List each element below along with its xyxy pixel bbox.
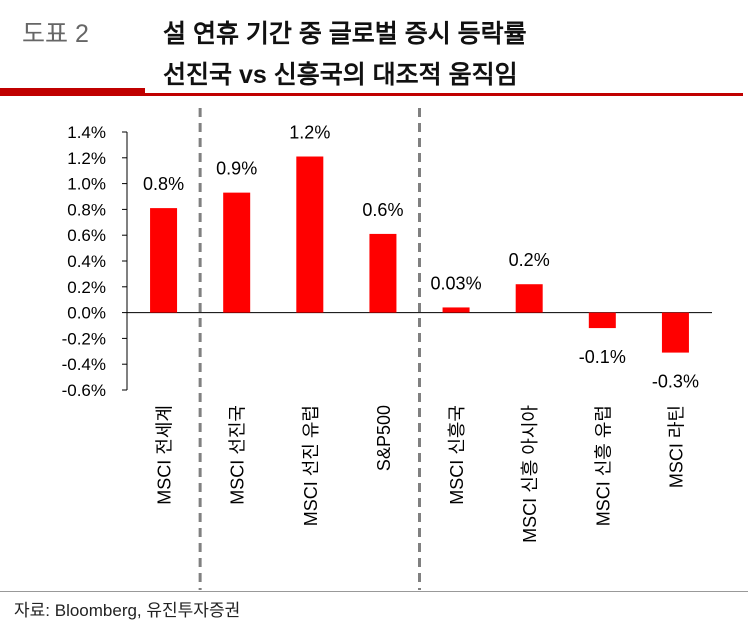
y-tick-label: 1.4% [67, 123, 106, 142]
bar [515, 284, 543, 313]
data-label: -0.3% [652, 372, 699, 392]
y-tick-label: 0.6% [67, 226, 106, 245]
header-divider [145, 93, 743, 96]
y-tick-label: -0.4% [62, 355, 106, 374]
y-tick-label: 0.0% [67, 304, 106, 323]
bar [296, 156, 324, 313]
data-label: 0.9% [216, 159, 257, 179]
footer-divider [0, 591, 748, 592]
chart-title: 설 연휴 기간 중 글로벌 증시 등락률 [163, 20, 527, 48]
bar [223, 192, 251, 313]
x-tick-label: MSCI 신흥 아시아 [520, 405, 540, 543]
y-tick-label: 0.4% [67, 252, 106, 271]
x-tick-label: MSCI 신흥 유럽 [593, 405, 613, 526]
x-tick-label: MSCI 선진국 [228, 405, 248, 505]
bar [442, 307, 470, 313]
y-tick-label: 1.0% [67, 175, 106, 194]
y-tick-label: 0.8% [67, 200, 106, 219]
data-label: 1.2% [289, 123, 330, 143]
y-tick-label: 1.2% [67, 149, 106, 168]
y-tick-label: -0.2% [62, 329, 106, 348]
chart-subtitle: 선진국 vs 신흥국의 대조적 움직임 [163, 61, 518, 89]
x-tick-label: MSCI 라틴 [666, 405, 686, 488]
header-accent-bar [0, 88, 145, 96]
bar [150, 208, 178, 313]
data-label: 0.03% [431, 273, 482, 293]
bar [588, 312, 616, 329]
data-label: -0.1% [579, 347, 626, 367]
bar [369, 233, 397, 313]
bar [661, 312, 689, 353]
x-tick-label: MSCI 전세계 [155, 405, 175, 505]
source-note: 자료: Bloomberg, 유진투자증권 [14, 601, 241, 620]
y-tick-label: 0.2% [67, 278, 106, 297]
data-label: 0.6% [362, 200, 403, 220]
data-label: 0.2% [509, 250, 550, 270]
x-tick-label: MSCI 선진 유럽 [301, 405, 321, 526]
x-tick-label: MSCI 신흥국 [447, 405, 467, 505]
data-label: 0.8% [143, 174, 184, 194]
figure-label: 도표 2 [22, 20, 89, 48]
y-tick-label: -0.6% [62, 381, 106, 400]
x-tick-label: S&P500 [374, 405, 394, 471]
